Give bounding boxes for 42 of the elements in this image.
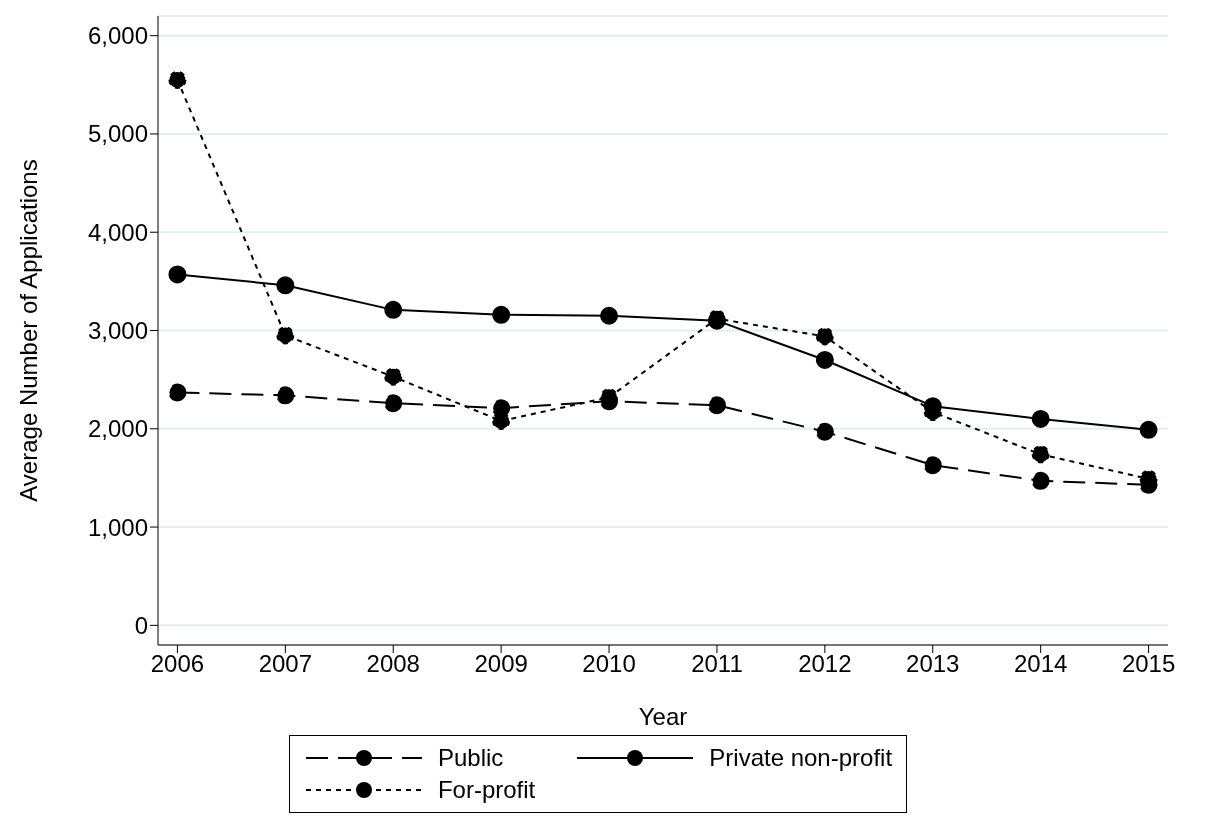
point <box>384 367 403 386</box>
y-axis-title: Average Number of Applications <box>14 159 42 502</box>
legend-label: For-profit <box>437 776 536 804</box>
point <box>276 276 295 295</box>
y-tick-label: 0 <box>134 611 148 639</box>
point <box>492 305 511 324</box>
point <box>276 386 295 405</box>
x-tick-label: 2009 <box>474 650 528 678</box>
x-tick-label: 2014 <box>1013 650 1068 678</box>
point <box>168 383 187 402</box>
y-tick-label: 1,000 <box>87 513 148 541</box>
point <box>1031 445 1050 464</box>
point <box>600 306 619 325</box>
x-tick-label: 2007 <box>258 650 313 678</box>
point <box>815 422 834 441</box>
point <box>384 394 403 413</box>
point <box>923 456 942 475</box>
point <box>276 326 295 345</box>
x-tick-label: 2011 <box>691 650 743 678</box>
y-tick-label: 4,000 <box>87 218 148 246</box>
legend-label: Private non-profit <box>709 744 893 772</box>
point <box>815 350 834 369</box>
point <box>384 300 403 319</box>
x-tick-label: 2012 <box>798 650 852 678</box>
legend-label: Public <box>437 744 504 772</box>
x-tick-label: 2006 <box>150 650 205 678</box>
y-tick-label: 2,000 <box>87 415 148 443</box>
y-tick-label: 6,000 <box>87 22 148 50</box>
point <box>168 265 187 284</box>
point <box>1031 409 1050 428</box>
point <box>168 70 187 89</box>
y-tick-label: 5,000 <box>87 120 148 148</box>
x-tick-label: 2013 <box>906 650 960 678</box>
y-tick-label: 3,000 <box>87 317 148 345</box>
x-axis-title: Year <box>638 703 688 730</box>
point <box>1139 420 1158 439</box>
point <box>707 396 726 415</box>
point <box>815 327 834 346</box>
x-tick-label: 2008 <box>366 650 420 678</box>
point <box>1031 471 1050 490</box>
x-tick-label: 2010 <box>582 650 636 678</box>
x-tick-label: 2015 <box>1121 650 1176 678</box>
